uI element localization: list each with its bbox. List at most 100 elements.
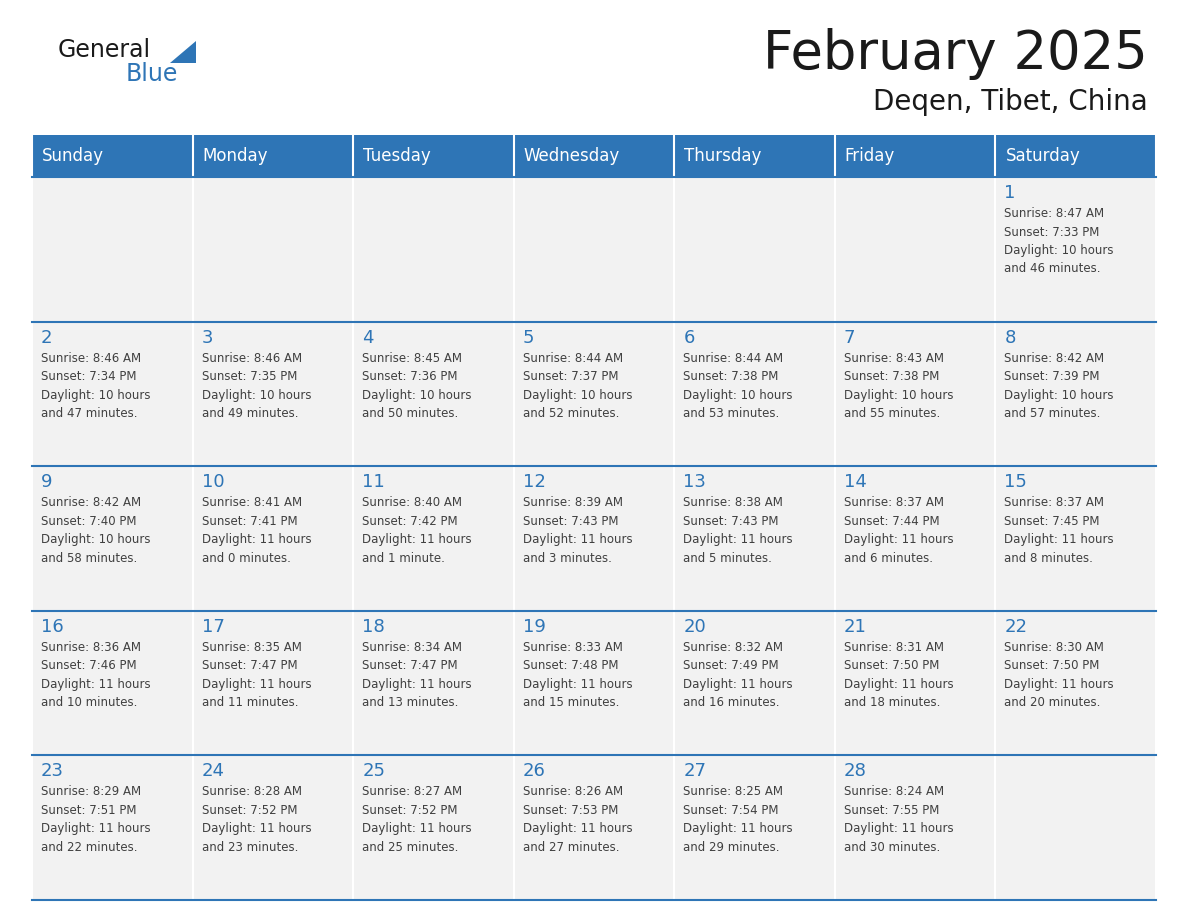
Text: 20: 20 [683, 618, 706, 636]
Text: Monday: Monday [203, 147, 268, 165]
Text: Sunrise: 8:37 AM
Sunset: 7:44 PM
Daylight: 11 hours
and 6 minutes.: Sunrise: 8:37 AM Sunset: 7:44 PM Dayligh… [843, 497, 954, 565]
Text: Saturday: Saturday [1005, 147, 1080, 165]
Text: Thursday: Thursday [684, 147, 762, 165]
Bar [353, 466, 513, 610]
Text: Sunrise: 8:38 AM
Sunset: 7:43 PM
Daylight: 11 hours
and 5 minutes.: Sunrise: 8:38 AM Sunset: 7:43 PM Dayligh… [683, 497, 792, 565]
Text: Sunrise: 8:31 AM
Sunset: 7:50 PM
Daylight: 11 hours
and 18 minutes.: Sunrise: 8:31 AM Sunset: 7:50 PM Dayligh… [843, 641, 954, 710]
Text: Wednesday: Wednesday [524, 147, 620, 165]
Text: 9: 9 [42, 473, 52, 491]
Bar [835, 135, 996, 177]
Text: Sunrise: 8:25 AM
Sunset: 7:54 PM
Daylight: 11 hours
and 29 minutes.: Sunrise: 8:25 AM Sunset: 7:54 PM Dayligh… [683, 786, 792, 854]
Text: Sunrise: 8:40 AM
Sunset: 7:42 PM
Daylight: 11 hours
and 1 minute.: Sunrise: 8:40 AM Sunset: 7:42 PM Dayligh… [362, 497, 472, 565]
Text: 2: 2 [42, 329, 52, 347]
Bar [32, 756, 192, 900]
Bar [192, 177, 353, 321]
Text: 19: 19 [523, 618, 545, 636]
Text: 18: 18 [362, 618, 385, 636]
Text: Sunrise: 8:29 AM
Sunset: 7:51 PM
Daylight: 11 hours
and 22 minutes.: Sunrise: 8:29 AM Sunset: 7:51 PM Dayligh… [42, 786, 151, 854]
Bar [675, 321, 835, 466]
Bar [996, 610, 1156, 756]
Text: Sunrise: 8:27 AM
Sunset: 7:52 PM
Daylight: 11 hours
and 25 minutes.: Sunrise: 8:27 AM Sunset: 7:52 PM Dayligh… [362, 786, 472, 854]
Text: 23: 23 [42, 763, 64, 780]
Bar [513, 177, 675, 321]
Text: Tuesday: Tuesday [364, 147, 431, 165]
Text: Sunrise: 8:30 AM
Sunset: 7:50 PM
Daylight: 11 hours
and 20 minutes.: Sunrise: 8:30 AM Sunset: 7:50 PM Dayligh… [1004, 641, 1114, 710]
Bar [32, 135, 192, 177]
Bar [192, 610, 353, 756]
Text: 26: 26 [523, 763, 545, 780]
Bar [32, 466, 192, 610]
Bar [835, 177, 996, 321]
Bar [32, 321, 192, 466]
Text: Sunrise: 8:43 AM
Sunset: 7:38 PM
Daylight: 10 hours
and 55 minutes.: Sunrise: 8:43 AM Sunset: 7:38 PM Dayligh… [843, 352, 953, 420]
Bar [996, 177, 1156, 321]
Text: Friday: Friday [845, 147, 895, 165]
Text: 1: 1 [1004, 184, 1016, 202]
Bar [996, 321, 1156, 466]
Text: 22: 22 [1004, 618, 1028, 636]
Bar [835, 466, 996, 610]
Bar [675, 466, 835, 610]
Text: 8: 8 [1004, 329, 1016, 347]
Bar [513, 610, 675, 756]
Text: Sunrise: 8:36 AM
Sunset: 7:46 PM
Daylight: 11 hours
and 10 minutes.: Sunrise: 8:36 AM Sunset: 7:46 PM Dayligh… [42, 641, 151, 710]
Bar [353, 756, 513, 900]
Bar [353, 177, 513, 321]
Text: Deqen, Tibet, China: Deqen, Tibet, China [873, 88, 1148, 116]
Text: Sunrise: 8:44 AM
Sunset: 7:38 PM
Daylight: 10 hours
and 53 minutes.: Sunrise: 8:44 AM Sunset: 7:38 PM Dayligh… [683, 352, 792, 420]
Text: 7: 7 [843, 329, 855, 347]
Text: Sunrise: 8:34 AM
Sunset: 7:47 PM
Daylight: 11 hours
and 13 minutes.: Sunrise: 8:34 AM Sunset: 7:47 PM Dayligh… [362, 641, 472, 710]
Text: 15: 15 [1004, 473, 1028, 491]
Text: Sunrise: 8:41 AM
Sunset: 7:41 PM
Daylight: 11 hours
and 0 minutes.: Sunrise: 8:41 AM Sunset: 7:41 PM Dayligh… [202, 497, 311, 565]
Text: Sunrise: 8:42 AM
Sunset: 7:39 PM
Daylight: 10 hours
and 57 minutes.: Sunrise: 8:42 AM Sunset: 7:39 PM Dayligh… [1004, 352, 1114, 420]
Text: 11: 11 [362, 473, 385, 491]
Bar [513, 135, 675, 177]
Text: 25: 25 [362, 763, 385, 780]
Text: Sunday: Sunday [42, 147, 105, 165]
Bar [353, 610, 513, 756]
Text: Sunrise: 8:46 AM
Sunset: 7:34 PM
Daylight: 10 hours
and 47 minutes.: Sunrise: 8:46 AM Sunset: 7:34 PM Dayligh… [42, 352, 151, 420]
Bar [513, 756, 675, 900]
Bar [192, 466, 353, 610]
Text: 10: 10 [202, 473, 225, 491]
Text: Sunrise: 8:35 AM
Sunset: 7:47 PM
Daylight: 11 hours
and 11 minutes.: Sunrise: 8:35 AM Sunset: 7:47 PM Dayligh… [202, 641, 311, 710]
Bar [835, 756, 996, 900]
Text: Sunrise: 8:26 AM
Sunset: 7:53 PM
Daylight: 11 hours
and 27 minutes.: Sunrise: 8:26 AM Sunset: 7:53 PM Dayligh… [523, 786, 632, 854]
Bar [996, 466, 1156, 610]
Text: Sunrise: 8:33 AM
Sunset: 7:48 PM
Daylight: 11 hours
and 15 minutes.: Sunrise: 8:33 AM Sunset: 7:48 PM Dayligh… [523, 641, 632, 710]
Bar [513, 466, 675, 610]
Bar [835, 610, 996, 756]
Text: Sunrise: 8:42 AM
Sunset: 7:40 PM
Daylight: 10 hours
and 58 minutes.: Sunrise: 8:42 AM Sunset: 7:40 PM Dayligh… [42, 497, 151, 565]
Bar [353, 321, 513, 466]
Text: 21: 21 [843, 618, 867, 636]
Text: February 2025: February 2025 [763, 28, 1148, 80]
Text: General: General [58, 38, 151, 62]
Text: 4: 4 [362, 329, 374, 347]
Text: Sunrise: 8:47 AM
Sunset: 7:33 PM
Daylight: 10 hours
and 46 minutes.: Sunrise: 8:47 AM Sunset: 7:33 PM Dayligh… [1004, 207, 1114, 275]
Bar [32, 610, 192, 756]
Bar [835, 321, 996, 466]
Text: Sunrise: 8:28 AM
Sunset: 7:52 PM
Daylight: 11 hours
and 23 minutes.: Sunrise: 8:28 AM Sunset: 7:52 PM Dayligh… [202, 786, 311, 854]
Bar [513, 321, 675, 466]
Bar [675, 610, 835, 756]
Polygon shape [170, 41, 196, 63]
Text: Sunrise: 8:32 AM
Sunset: 7:49 PM
Daylight: 11 hours
and 16 minutes.: Sunrise: 8:32 AM Sunset: 7:49 PM Dayligh… [683, 641, 792, 710]
Text: 27: 27 [683, 763, 707, 780]
Bar [675, 756, 835, 900]
Bar [675, 135, 835, 177]
Text: 5: 5 [523, 329, 535, 347]
Text: Sunrise: 8:39 AM
Sunset: 7:43 PM
Daylight: 11 hours
and 3 minutes.: Sunrise: 8:39 AM Sunset: 7:43 PM Dayligh… [523, 497, 632, 565]
Bar [353, 135, 513, 177]
Text: 6: 6 [683, 329, 695, 347]
Text: 16: 16 [42, 618, 64, 636]
Text: Sunrise: 8:24 AM
Sunset: 7:55 PM
Daylight: 11 hours
and 30 minutes.: Sunrise: 8:24 AM Sunset: 7:55 PM Dayligh… [843, 786, 954, 854]
Bar [32, 177, 192, 321]
Bar [192, 135, 353, 177]
Text: Blue: Blue [126, 62, 178, 86]
Text: 17: 17 [202, 618, 225, 636]
Text: 24: 24 [202, 763, 225, 780]
Text: 14: 14 [843, 473, 867, 491]
Text: Sunrise: 8:37 AM
Sunset: 7:45 PM
Daylight: 11 hours
and 8 minutes.: Sunrise: 8:37 AM Sunset: 7:45 PM Dayligh… [1004, 497, 1114, 565]
Bar [996, 135, 1156, 177]
Bar [996, 756, 1156, 900]
